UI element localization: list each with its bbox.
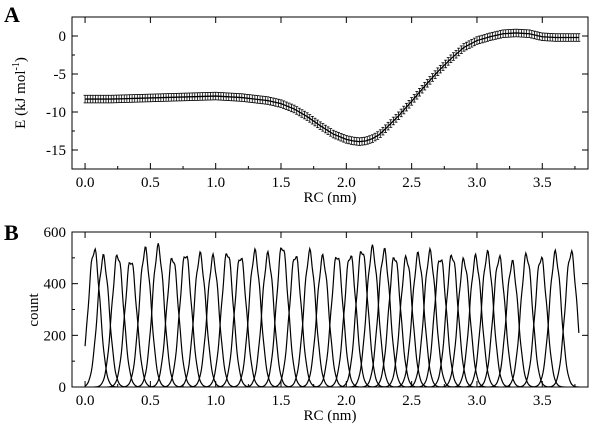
panel-b-histogram-curve [475, 253, 523, 388]
panel-b-histograms [84, 243, 580, 388]
panel-b-histogram-curve [517, 255, 565, 388]
panel-b-histogram-curve [258, 247, 306, 388]
panel-b-y-tick-label: 200 [44, 328, 67, 344]
panel-a-y-tick-label: -15 [46, 143, 66, 159]
panel-b-histogram-curve [348, 244, 396, 388]
panel-a-y-axis-title-sup: -1 [11, 62, 22, 70]
panel-a-y-axis-title-close: ) [13, 57, 29, 62]
panel-a-x-tick-label: 1.5 [272, 175, 291, 191]
panel-b-x-tick-label: 3.0 [468, 393, 487, 409]
panel-b-histogram-curve [428, 254, 476, 388]
panel-b-histogram-curve [216, 257, 265, 388]
panel-a-y-axis-title-main: E (kJ mol [13, 71, 29, 129]
panel-b-histogram-curve [176, 250, 224, 388]
panel-a-energy-line [85, 32, 579, 143]
panel-b-histogram-curve [371, 257, 419, 388]
panel-a-x-tick-label: 3.0 [468, 175, 487, 191]
panel-b-x-axis-title: RC (nm) [304, 408, 357, 424]
panel-b-letter: B [4, 220, 19, 245]
panel-b-histogram-curve [416, 259, 464, 388]
panel-b-histogram-curve [244, 249, 292, 388]
panel-b-histogram-curve [84, 253, 127, 388]
panel-b-histogram-curve [406, 246, 454, 388]
panel-a-x-tick-label: 2.5 [402, 175, 421, 191]
panel-b-histogram-curve [360, 247, 408, 388]
panel-a-x-tick-label: 0.0 [76, 175, 95, 191]
panel-b-x-tick-label: 1.5 [272, 393, 291, 409]
panel-a-error-bars [83, 28, 581, 146]
panel-b-histogram-curve [203, 253, 252, 388]
panel-b-histogram-curve [463, 249, 511, 388]
panel-b-histogram-curve [326, 255, 374, 388]
panel-a-x-axis-title: RC (nm) [304, 190, 357, 206]
panel-b-histogram-curve [503, 251, 551, 388]
panel-b-histogram-curve [286, 246, 334, 388]
panel-b: B 0.0 0.5 1.0 1.5 2.0 2.5 3.0 3.5 0 200 400 600 RC … [4, 220, 589, 424]
panel-b-histogram-curve [107, 261, 155, 388]
panel-b-histogram-curve [94, 253, 142, 388]
panel-b-y-axis-title: count [26, 293, 42, 327]
panel-a-x-tick-label: 0.5 [141, 175, 160, 191]
panel-a-y-tick-label: -5 [54, 67, 67, 83]
panel-b-histogram-curve [452, 252, 500, 388]
panel-a-x-tick-label: 1.0 [206, 175, 225, 191]
panel-b-x-tick-label: 2.5 [402, 393, 421, 409]
panel-b-histogram-curve [394, 251, 442, 388]
panel-b-histogram-curve [382, 253, 430, 388]
panel-a-y-tick-label: -10 [46, 105, 66, 121]
panel-b-x-tick-label: 3.5 [533, 393, 552, 409]
panel-b-histogram-curve [231, 246, 279, 388]
panel-b-histogram-curve [84, 247, 118, 388]
panel-a-x-tick-label: 2.0 [337, 175, 356, 191]
panel-b-x-tick-label: 1.0 [206, 393, 225, 409]
panel-a-ticks: 0.0 0.5 1.0 1.5 2.0 2.5 3.0 3.5 0 -5 -10 -15 [46, 16, 588, 191]
panel-b-y-tick-label: 600 [44, 225, 67, 241]
panel-b-histogram-curve [313, 256, 361, 388]
panel-b-histogram-curve [189, 251, 237, 388]
panel-b-histogram-curve [149, 257, 197, 388]
panel-a-letter: A [4, 2, 20, 27]
panel-b-x-tick-label: 0.0 [76, 393, 95, 409]
panel-b-histogram-curve [531, 247, 579, 388]
panel-b-histogram-curve [299, 252, 347, 388]
panel-b-histogram-curve [121, 246, 169, 388]
panel-a-x-tick-label: 3.5 [533, 175, 552, 191]
panel-b-y-tick-label: 400 [44, 277, 67, 293]
panel-b-y-tick-label: 0 [59, 380, 67, 396]
panel-b-histogram-curve [162, 255, 210, 388]
panel-b-histogram-curve [134, 243, 182, 388]
panel-b-histogram-curve [488, 259, 536, 388]
panel-a: A 0.0 0.5 1.0 1.5 2.0 2.5 3.0 3.5 0 -5 -10 -15 RC (… [4, 2, 589, 206]
panel-b-histogram-curve [271, 256, 319, 388]
panel-b-histogram-curve [338, 251, 386, 388]
panel-a-y-axis-title: E (kJ mol-1) [11, 57, 29, 129]
panel-b-histogram-curve [547, 248, 580, 388]
panel-b-x-tick-label: 0.5 [141, 393, 160, 409]
panel-b-x-tick-label: 2.0 [337, 393, 356, 409]
panel-b-histogram-curve [440, 256, 488, 388]
panel-a-y-tick-label: 0 [59, 29, 67, 45]
panel-a-frame [71, 16, 589, 170]
